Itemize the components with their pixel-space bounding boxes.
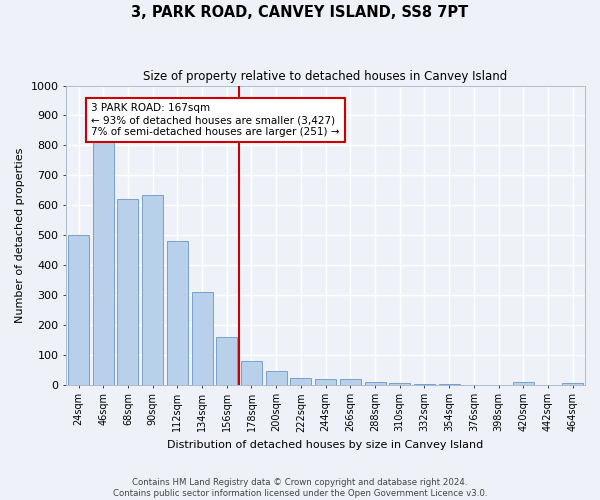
Bar [562,383,583,384]
Bar [290,378,311,384]
Bar [93,142,114,384]
Bar [389,383,410,384]
Bar [365,382,386,384]
Title: Size of property relative to detached houses in Canvey Island: Size of property relative to detached ho… [143,70,508,83]
Y-axis label: Number of detached properties: Number of detached properties [15,148,25,322]
Bar [266,371,287,384]
Bar [118,199,139,384]
Bar [142,194,163,384]
X-axis label: Distribution of detached houses by size in Canvey Island: Distribution of detached houses by size … [167,440,484,450]
Text: 3, PARK ROAD, CANVEY ISLAND, SS8 7PT: 3, PARK ROAD, CANVEY ISLAND, SS8 7PT [131,5,469,20]
Bar [513,382,534,384]
Bar [241,360,262,384]
Text: Contains HM Land Registry data © Crown copyright and database right 2024.
Contai: Contains HM Land Registry data © Crown c… [113,478,487,498]
Bar [216,336,237,384]
Bar [315,379,336,384]
Bar [191,292,212,384]
Bar [340,379,361,384]
Text: 3 PARK ROAD: 167sqm
← 93% of detached houses are smaller (3,427)
7% of semi-deta: 3 PARK ROAD: 167sqm ← 93% of detached ho… [91,104,340,136]
Bar [68,235,89,384]
Bar [167,241,188,384]
